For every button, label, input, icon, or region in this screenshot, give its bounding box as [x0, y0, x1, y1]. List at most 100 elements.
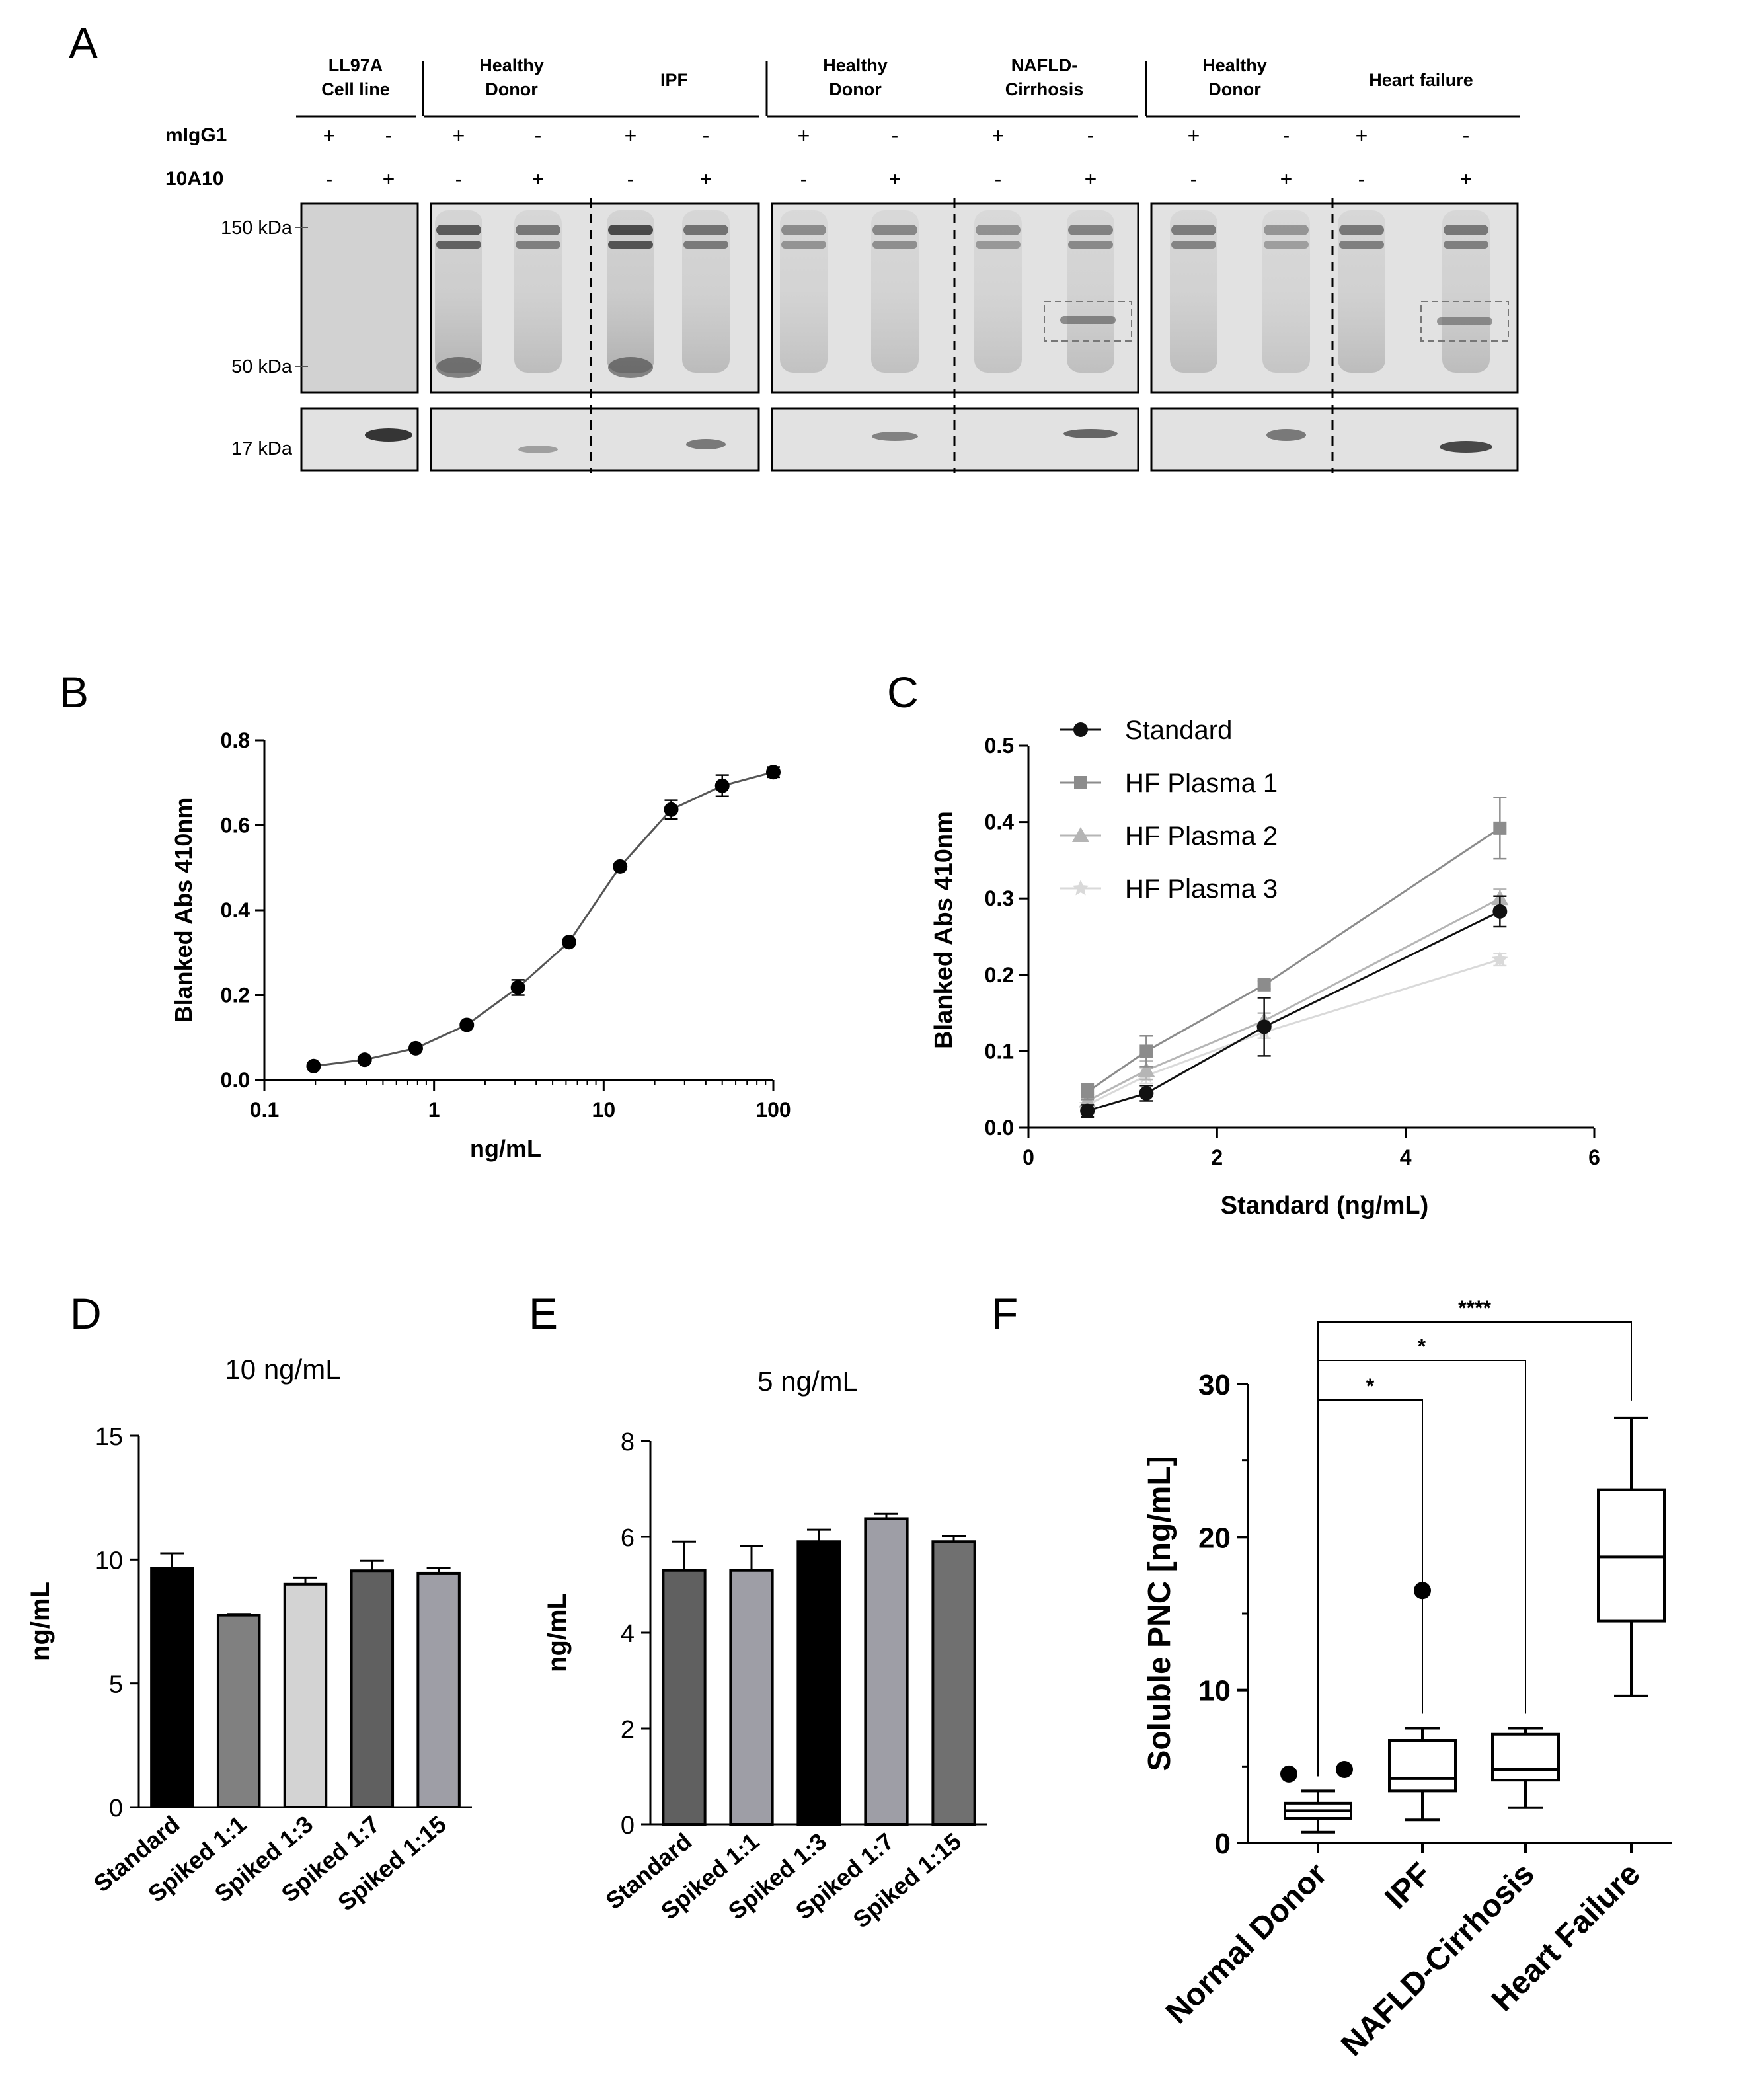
sign-migg1-lane-7: -	[892, 124, 899, 147]
b-ytick-label: 0.0	[221, 1068, 250, 1092]
lane-smear-5	[682, 210, 730, 373]
panelE-y-axis-label: ng/mL	[543, 1593, 572, 1672]
b-point	[613, 859, 628, 874]
panelD-bar	[350, 1569, 395, 1809]
c-legend-label: HF Plasma 1	[1125, 769, 1278, 798]
panelE-ytick-label: 6	[621, 1524, 635, 1552]
band-150-b-3	[516, 241, 560, 249]
c-xtick-label: 2	[1211, 1146, 1223, 1169]
f-box	[1491, 1732, 1560, 1782]
sign-migg1-lane-0: +	[323, 124, 336, 147]
lane-smear-8	[974, 210, 1022, 373]
c-legend-label: Standard	[1125, 716, 1232, 745]
b-point	[561, 935, 576, 950]
panel-letter-a: A	[69, 19, 98, 67]
c-ytick-label: 0.2	[985, 963, 1014, 987]
b-ytick-label: 0.4	[221, 898, 251, 922]
c-ytick-label: 0.1	[985, 1039, 1014, 1063]
c-legend-marker	[1072, 880, 1089, 896]
marker-17kda: 17 kDa	[231, 438, 293, 459]
f-outlier	[1280, 1765, 1297, 1783]
band-150-b-4	[608, 241, 653, 249]
c-point	[1256, 1019, 1272, 1034]
band-150-b-12	[1339, 241, 1384, 249]
f-category-label: NAFLD-Cirrhosis	[1334, 1856, 1541, 2063]
sign-10a10-lane-11: +	[1280, 167, 1293, 191]
c-point	[1492, 904, 1508, 919]
b-xtick-label: 10	[592, 1098, 616, 1122]
panel-a-western-blot: LL97A Cell line Healthy Donor IPF Healthy D…	[165, 56, 1520, 473]
sign-migg1-lane-6: +	[798, 124, 810, 147]
blot-group3-bottom	[1150, 407, 1519, 472]
band-150-a-2	[436, 225, 481, 235]
panelE-ytick-label: 4	[621, 1620, 635, 1648]
f-category-label: Normal Donor	[1159, 1856, 1334, 2031]
c-series-line	[1087, 910, 1500, 1112]
b-xtick-label: 100	[755, 1098, 791, 1122]
group-header-healthy-donor-2: Healthy Donor	[823, 56, 888, 99]
band-17kda-3	[872, 432, 918, 441]
marker-50kda: 50 kDa	[231, 356, 293, 377]
sign-10a10-lane-6: -	[800, 167, 808, 191]
band-150-b-9	[1068, 241, 1113, 249]
band-150-a-7	[872, 225, 917, 235]
band-150-a-8	[976, 225, 1021, 235]
c-point	[1493, 821, 1507, 835]
b-point	[510, 980, 525, 995]
lane-treatment-signs: + - - + + - - + + - - + + - - + + - - + + - - + + - - +	[323, 124, 1473, 191]
c-ytick-label: 0.3	[985, 886, 1014, 910]
panelE-bar	[864, 1517, 909, 1826]
b-ytick-label: 0.6	[221, 814, 250, 837]
band-150-a-6	[781, 225, 826, 235]
f-significance-bracket	[1317, 1321, 1632, 1777]
sign-10a10-lane-1: +	[383, 167, 395, 191]
sign-10a10-lane-2: -	[455, 167, 463, 191]
band-150-b-10	[1171, 241, 1216, 249]
sign-10a10-lane-0: -	[326, 167, 333, 191]
c-point	[1138, 1062, 1155, 1077]
group-header-ll97a: LL97A Cell line	[321, 56, 390, 99]
b-point	[714, 778, 730, 793]
sign-migg1-lane-3: -	[535, 124, 542, 147]
band-17kda-4	[1063, 429, 1118, 438]
panel-b-chart: 0.0 0.2 0.4 0.6 0.8 0.1 1 10 100 ng/mL Blanked Abs…	[170, 728, 791, 1162]
lane-smear-10	[1170, 210, 1217, 373]
panelD-bar	[416, 1571, 461, 1808]
b-point	[357, 1052, 372, 1068]
sign-migg1-lane-4: +	[625, 124, 637, 147]
panelD-ytick-label: 10	[95, 1547, 123, 1575]
b-line	[313, 771, 774, 1068]
cellline-lane-shade	[303, 205, 416, 391]
c-point	[1257, 978, 1271, 992]
b-point	[306, 1058, 321, 1073]
f-outlier	[1336, 1760, 1353, 1778]
group-header-healthy-donor-1: Healthy Donor	[479, 56, 544, 99]
sign-10a10-lane-7: +	[889, 167, 902, 191]
lane-smear-6	[780, 210, 828, 373]
sign-migg1-lane-13: -	[1463, 124, 1470, 147]
band-150-b-13	[1444, 241, 1488, 249]
sign-10a10-lane-5: +	[700, 167, 713, 191]
c-point	[1081, 1085, 1095, 1099]
c-series-line	[1087, 897, 1501, 1102]
band-150-a-9	[1068, 225, 1113, 235]
panelE-ytick-label: 2	[621, 1716, 635, 1744]
c-ytick-label: 0.4	[985, 810, 1015, 834]
c-point	[1139, 1085, 1154, 1101]
panelD-ytick-label: 15	[95, 1423, 123, 1451]
panel-letter-b: B	[59, 668, 89, 717]
panelE-bar	[931, 1540, 976, 1826]
sign-10a10-lane-12: -	[1358, 167, 1366, 191]
c-xtick-label: 0	[1023, 1146, 1034, 1169]
band-150-a-10	[1171, 225, 1216, 235]
panelD-ytick-label: 5	[109, 1671, 123, 1699]
b-y-axis-label: Blanked Abs 410nm	[170, 798, 197, 1023]
c-x-axis-label: Standard (ng/mL)	[1221, 1192, 1429, 1220]
b-point	[766, 765, 781, 780]
panel-letter-e: E	[529, 1289, 558, 1338]
c-series-line	[1087, 827, 1501, 1093]
c-point	[1139, 1044, 1153, 1058]
band-150-b-5	[683, 241, 728, 249]
panelE-title: 5 ng/mL	[757, 1366, 858, 1397]
panelD-ytick-label: 0	[109, 1795, 123, 1822]
